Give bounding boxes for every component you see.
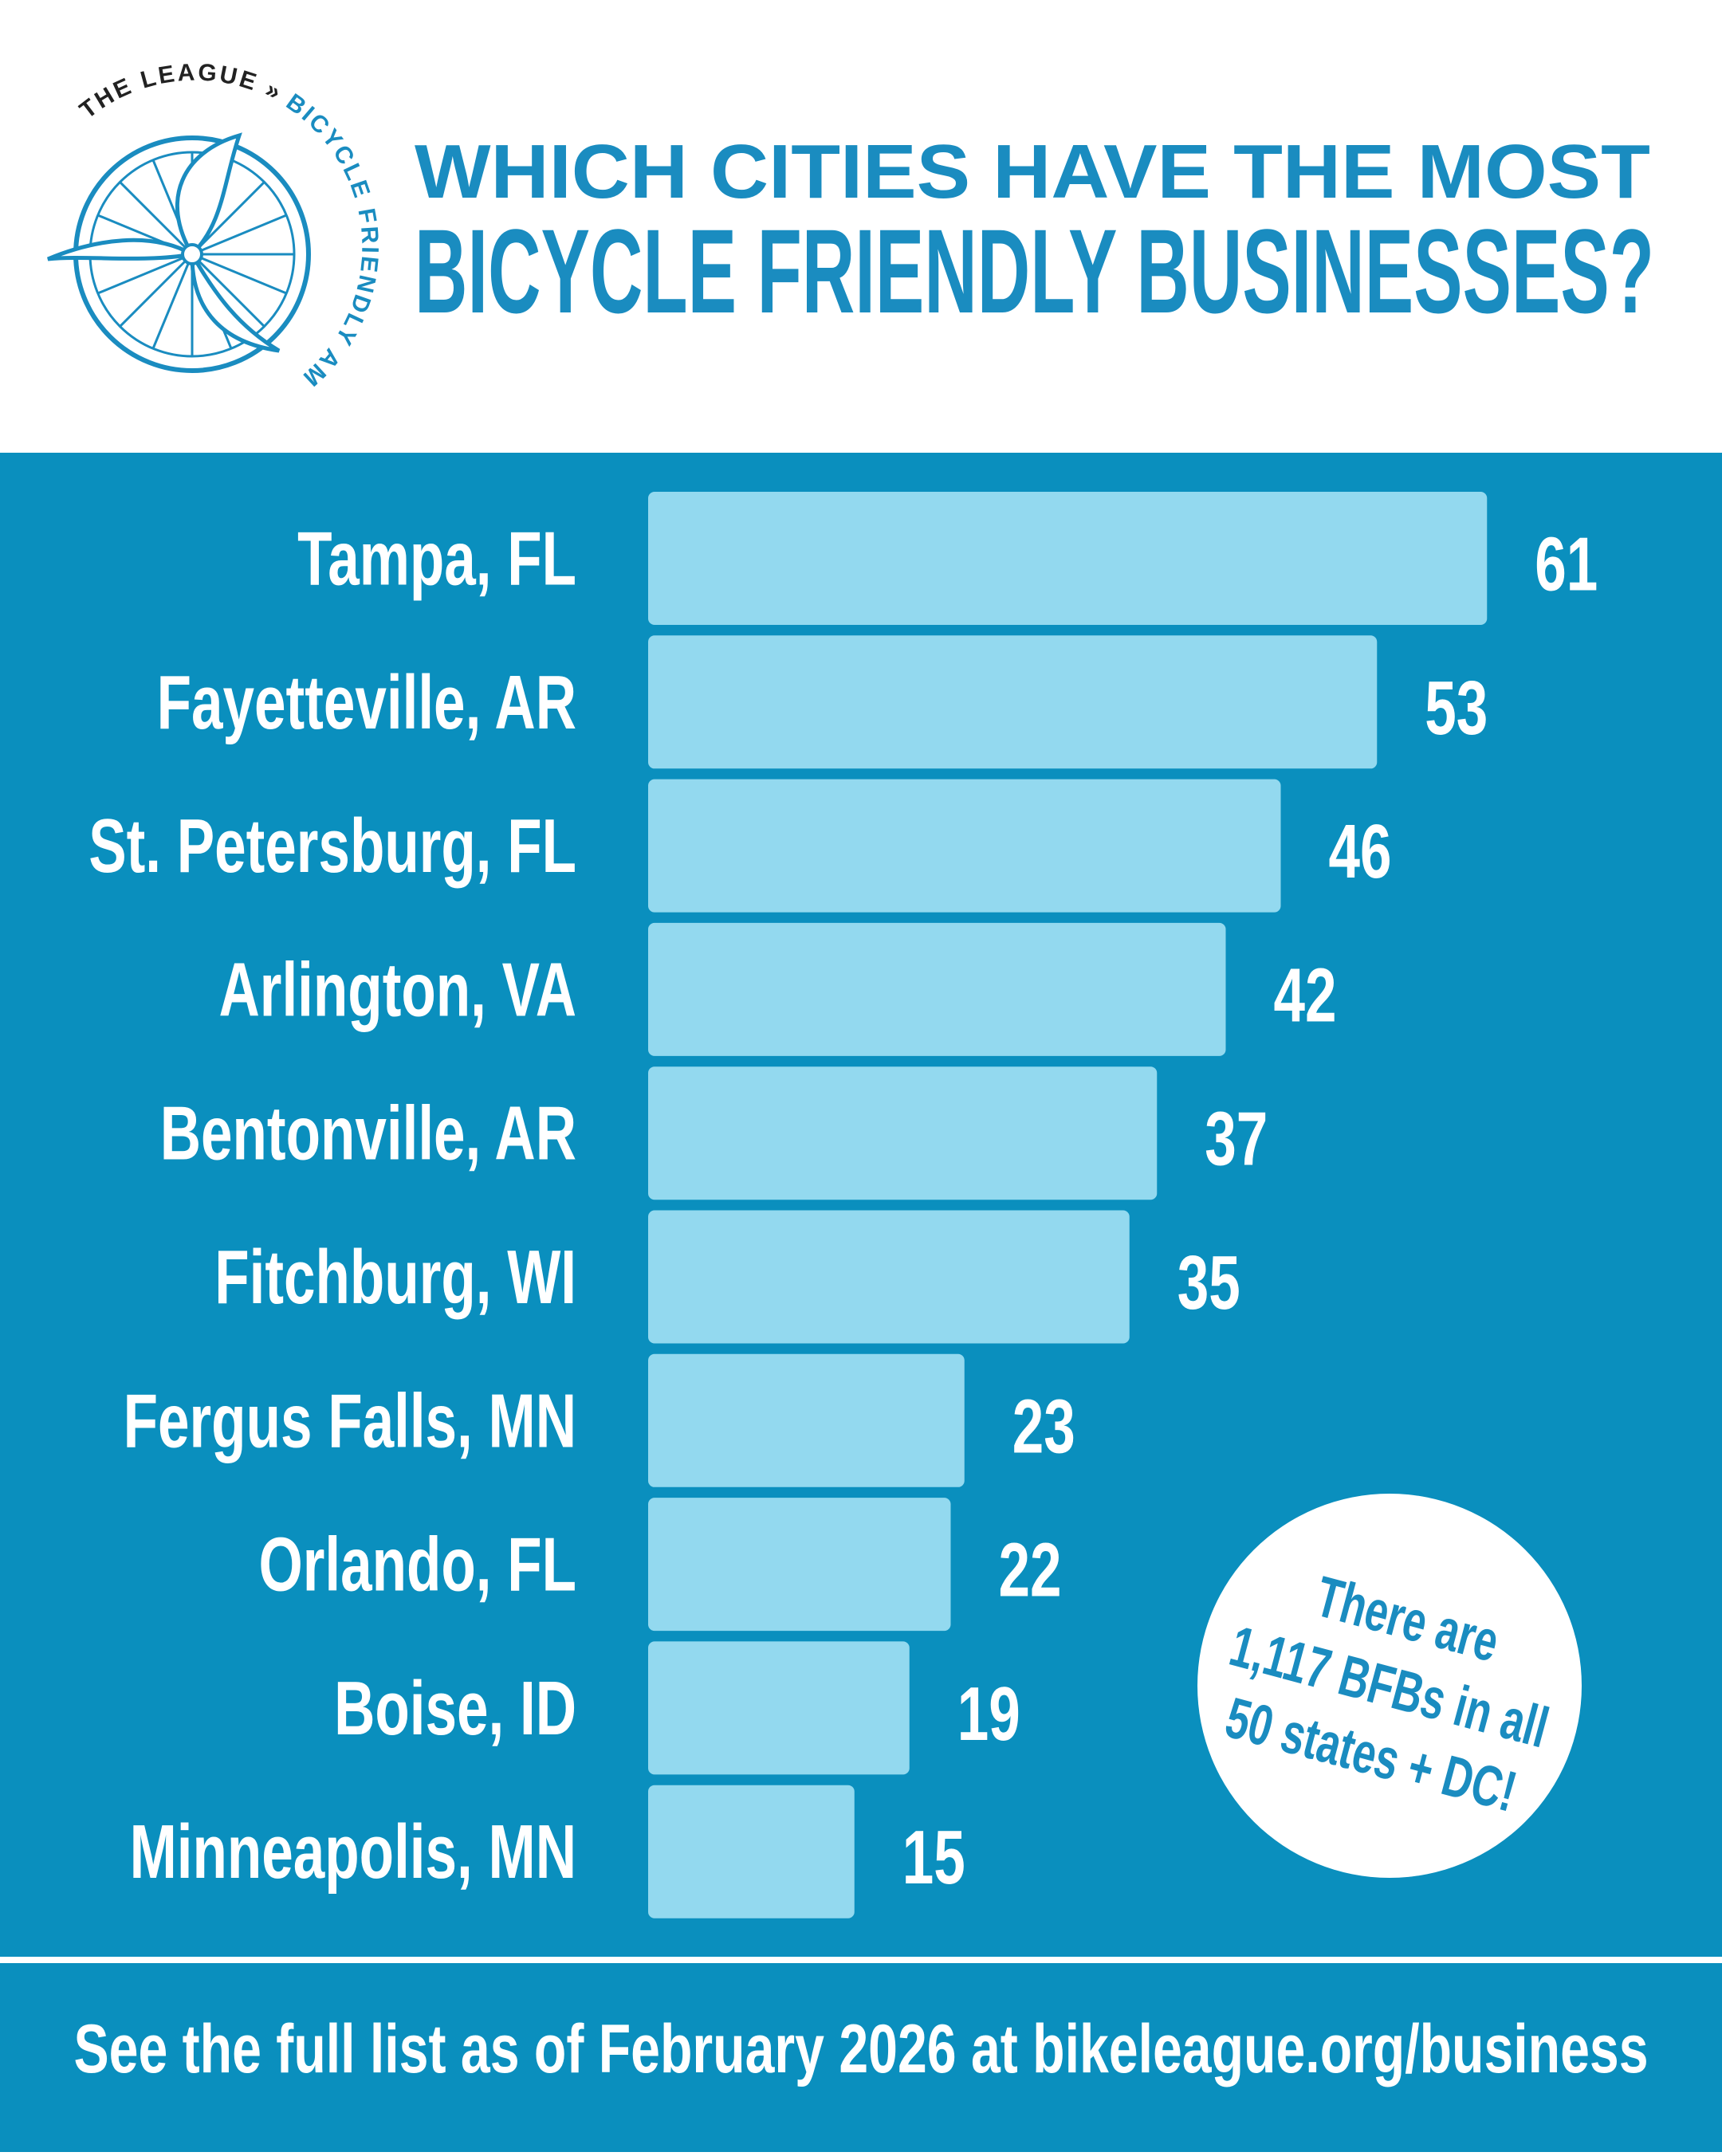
data-label: 42 <box>1274 952 1337 1038</box>
chart-subtitle: BICYCLE FRIENDLY BUSINESSES? <box>415 204 1654 338</box>
y-tick-label: Tampa, FL <box>297 516 576 601</box>
data-label: 37 <box>1205 1096 1268 1181</box>
y-tick-label: Arlington, VA <box>219 947 576 1032</box>
footer-text: See the full list as of February 2026 at… <box>74 2011 1649 2087</box>
data-label: 46 <box>1329 809 1392 894</box>
y-tick-label: Fayetteville, AR <box>157 659 576 744</box>
data-label: 22 <box>999 1527 1062 1612</box>
data-label: 23 <box>1012 1384 1075 1469</box>
annotation-bubble <box>1197 1494 1582 1878</box>
footer-panel <box>0 1963 1722 2152</box>
spoke <box>119 253 194 328</box>
y-tick-label: Bentonville, AR <box>160 1090 576 1176</box>
bar <box>648 1210 1130 1344</box>
logo: THE LEAGUE »BICYCLE FRIENDLY AMERICA <box>0 0 381 393</box>
chart-title: WHICH CITIES HAVE THE MOST <box>415 129 1650 214</box>
y-tick-label: Orlando, FL <box>258 1522 576 1607</box>
spoke <box>119 181 194 256</box>
plot: Tampa, FL 61 Fayetteville, AR 53 St. Petersb… <box>88 492 1598 1918</box>
bar <box>648 635 1378 769</box>
y-tick-label: Boise, ID <box>334 1666 576 1751</box>
spoke <box>191 253 287 295</box>
y-tick-label: Fitchburg, WI <box>214 1235 576 1320</box>
data-label: 19 <box>957 1671 1020 1757</box>
y-tick-label: Minneapolis, MN <box>130 1809 576 1895</box>
bar <box>648 922 1226 1056</box>
bar <box>648 779 1281 913</box>
data-label: 15 <box>902 1815 965 1900</box>
spoke <box>191 253 265 328</box>
spoke <box>151 253 194 349</box>
bar <box>648 1066 1158 1200</box>
bar <box>648 1785 855 1918</box>
bar <box>648 492 1488 625</box>
bar <box>648 1353 965 1487</box>
data-label: 53 <box>1425 665 1488 750</box>
y-tick-label: St. Petersburg, FL <box>88 803 576 889</box>
data-label: 61 <box>1535 521 1598 607</box>
y-tick-label: Fergus Falls, MN <box>124 1378 576 1463</box>
bar <box>648 1641 910 1775</box>
spoke <box>97 253 193 295</box>
bar <box>648 1498 951 1632</box>
data-label: 35 <box>1177 1240 1240 1325</box>
logo-wings <box>47 132 281 353</box>
spoke <box>191 214 287 256</box>
